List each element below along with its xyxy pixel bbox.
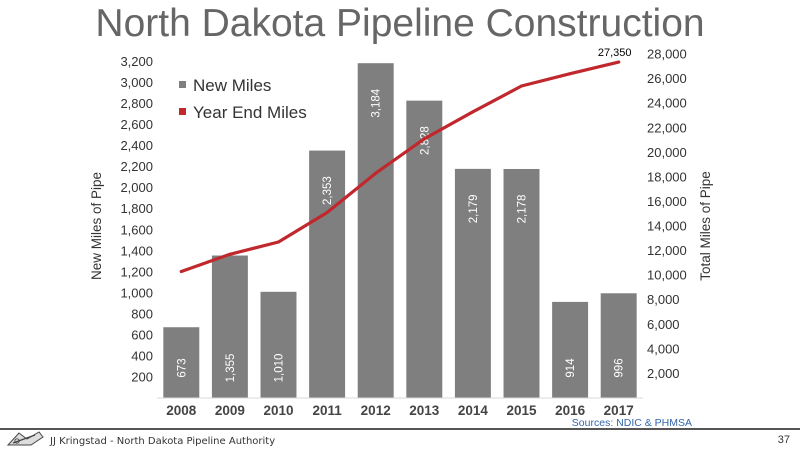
y-tick-label: 1,000 bbox=[120, 285, 153, 300]
y2-tick-label: 14,000 bbox=[647, 219, 687, 234]
bar-new-miles bbox=[260, 291, 297, 398]
legend-label-new-miles: New Miles bbox=[193, 76, 271, 95]
y-tick-label: 3,000 bbox=[120, 75, 153, 90]
x-tick-label: 2011 bbox=[312, 403, 342, 418]
x-tick-label: 2009 bbox=[215, 403, 245, 418]
line-end-label: 27,350 bbox=[598, 47, 632, 59]
line-point bbox=[179, 269, 183, 273]
bar-data-label: 2,353 bbox=[322, 176, 334, 205]
bar-new-miles bbox=[600, 293, 637, 398]
y2-tick-label: 22,000 bbox=[647, 120, 687, 135]
line-point bbox=[568, 72, 572, 76]
line-point bbox=[422, 137, 426, 141]
legend-swatch-year-end-miles bbox=[179, 108, 186, 115]
y-tick-label: 1,800 bbox=[120, 201, 153, 216]
bar-data-label: 996 bbox=[614, 358, 626, 377]
y2-tick-label: 10,000 bbox=[647, 268, 687, 283]
legend-swatch-new-miles bbox=[179, 81, 186, 88]
y2-tick-label: 16,000 bbox=[647, 194, 687, 209]
y-tick-label: 2,400 bbox=[120, 138, 153, 153]
y-tick-label: 600 bbox=[131, 327, 153, 342]
line-point bbox=[325, 211, 329, 215]
bar-new-miles bbox=[552, 301, 589, 398]
x-tick-label: 2016 bbox=[555, 403, 586, 418]
footer-divider bbox=[0, 428, 800, 430]
pipeline-authority-logo-icon bbox=[6, 431, 44, 446]
y2-tick-label: 26,000 bbox=[647, 71, 687, 86]
x-tick-label: 2010 bbox=[263, 403, 293, 418]
y2-tick-label: 12,000 bbox=[647, 243, 687, 258]
bar-data-label: 2,828 bbox=[419, 126, 431, 155]
y2-tick-label: 20,000 bbox=[647, 145, 687, 160]
x-tick-label: 2017 bbox=[604, 403, 634, 418]
line-point bbox=[471, 110, 475, 114]
y-tick-label: 400 bbox=[131, 348, 153, 363]
bar-new-miles bbox=[309, 150, 346, 398]
footer-bar bbox=[0, 431, 800, 450]
y-tick-label: 1,600 bbox=[120, 222, 153, 237]
bar-data-label: 1,010 bbox=[274, 354, 286, 383]
x-tick-label: 2012 bbox=[361, 403, 391, 418]
bar-data-label: 2,178 bbox=[517, 195, 529, 224]
source-note: Sources: NDIC & PHMSA bbox=[571, 417, 692, 429]
legend-label-year-end-miles: Year End Miles bbox=[193, 103, 307, 122]
line-point bbox=[228, 252, 232, 256]
y2-tick-label: 4,000 bbox=[647, 341, 680, 356]
y2-tick-label: 18,000 bbox=[647, 169, 687, 184]
bar-new-miles bbox=[406, 100, 443, 398]
x-tick-label: 2015 bbox=[506, 403, 537, 418]
page-number: 37 bbox=[777, 434, 790, 446]
y-tick-label: 3,200 bbox=[120, 54, 153, 69]
y2-tick-label: 24,000 bbox=[647, 96, 687, 111]
line-point bbox=[277, 240, 280, 244]
y2-tick-label: 2,000 bbox=[647, 366, 680, 381]
line-point bbox=[617, 60, 621, 64]
line-year-end-miles bbox=[179, 60, 621, 274]
y-tick-label: 800 bbox=[131, 306, 153, 321]
x-tick-label: 2014 bbox=[458, 403, 489, 418]
bar-data-label: 2,179 bbox=[468, 194, 480, 223]
y-tick-label: 2,200 bbox=[120, 159, 153, 174]
line-point bbox=[520, 84, 523, 88]
y2-tick-label: 8,000 bbox=[647, 292, 680, 307]
bar-data-label: 673 bbox=[176, 358, 188, 377]
y-tick-label: 200 bbox=[131, 369, 153, 384]
x-tick-label: 2008 bbox=[166, 403, 197, 418]
bar-new-miles bbox=[357, 63, 394, 399]
y-tick-label: 2,600 bbox=[120, 117, 153, 132]
y2-tick-label: 6,000 bbox=[647, 317, 680, 332]
y-tick-label: 2,000 bbox=[120, 180, 153, 195]
x-tick-label: 2013 bbox=[409, 403, 440, 418]
footer-presenter: JJ Kringstad - North Dakota Pipeline Aut… bbox=[50, 436, 276, 447]
bar-data-label: 1,355 bbox=[225, 354, 237, 383]
line-point bbox=[374, 171, 378, 175]
slide-title: North Dakota Pipeline Construction bbox=[95, 2, 705, 45]
y2-axis-title: Total Miles of Pipe bbox=[698, 171, 713, 281]
bar-data-label: 914 bbox=[565, 358, 577, 378]
bar-new-miles bbox=[211, 255, 248, 398]
bar-new-miles bbox=[454, 168, 491, 398]
y-tick-label: 1,200 bbox=[120, 264, 153, 279]
y-tick-label: 2,800 bbox=[120, 96, 153, 111]
y2-tick-label: 28,000 bbox=[647, 47, 687, 62]
y-axis-title: New Miles of Pipe bbox=[89, 172, 104, 280]
y-tick-label: 1,400 bbox=[120, 243, 153, 258]
bar-data-label: 3,184 bbox=[371, 88, 383, 117]
bar-new-miles bbox=[503, 168, 540, 398]
bar-new-miles bbox=[163, 327, 200, 398]
